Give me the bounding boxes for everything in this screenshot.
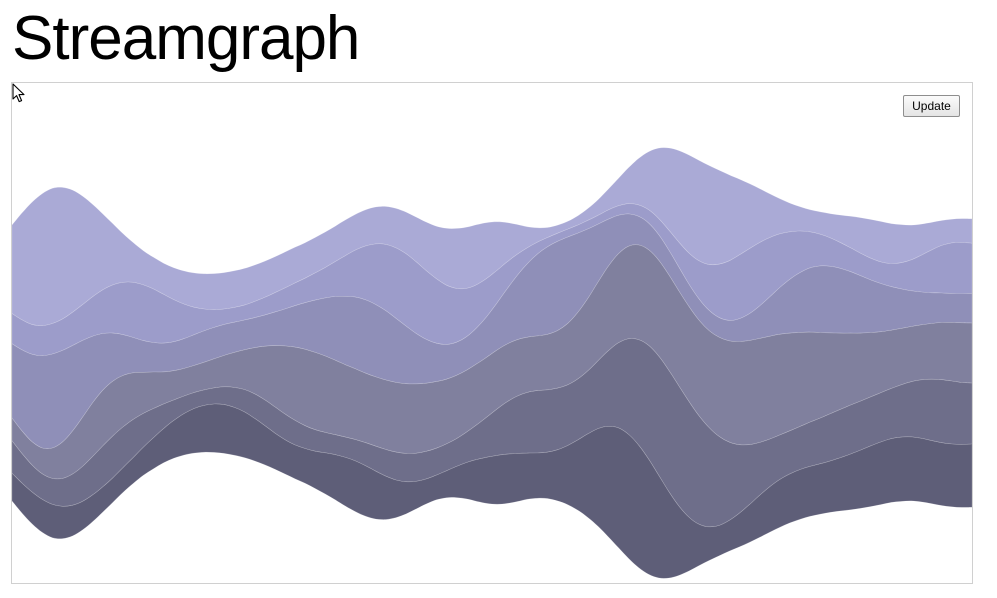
page-title: Streamgraph — [12, 4, 360, 73]
update-button[interactable]: Update — [903, 95, 960, 117]
streamgraph-svg — [12, 147, 972, 579]
stream-layer-6 — [12, 403, 972, 579]
streamgraph-chart: Update — [11, 82, 973, 584]
